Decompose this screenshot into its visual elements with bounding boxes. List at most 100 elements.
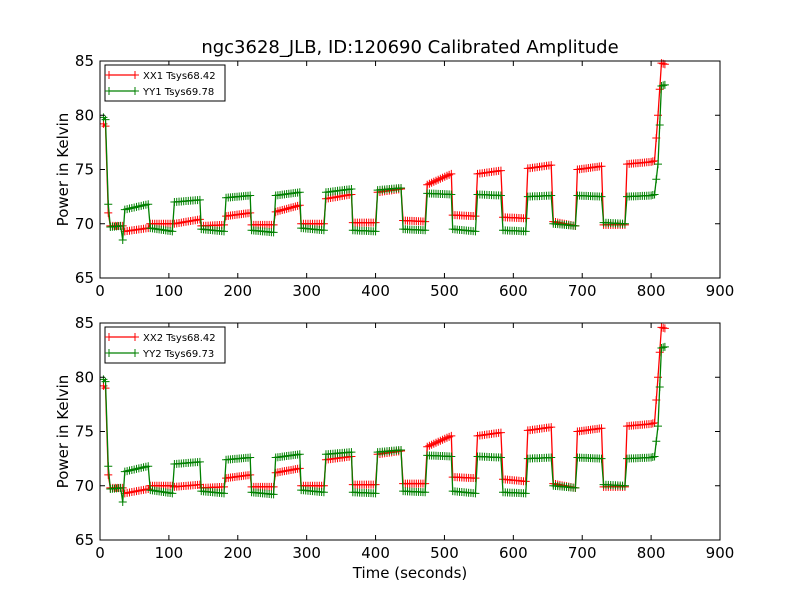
data-point-marker [195,195,204,204]
data-point-marker [471,227,480,236]
y-tick-label: 85 [75,314,94,332]
y-tick-label: 65 [75,531,94,549]
y-tick-label: 65 [75,269,94,287]
data-point-marker [652,175,661,184]
data-point-marker [101,115,110,124]
data-point-marker [654,422,662,431]
data-point-marker [195,457,204,466]
series-1 [100,323,669,498]
series-2 [100,80,669,245]
x-tick-label: 800 [637,282,666,300]
data-point-marker [496,191,505,200]
data-point-marker [647,191,656,200]
legend-label: YY2 Tsys69.73 [142,349,214,360]
data-point-marker [246,191,255,200]
data-point-marker [371,227,380,236]
data-point-marker [654,160,662,169]
legend-swatch-marker [105,333,139,341]
data-point-marker [220,227,228,236]
data-point-marker [571,483,580,492]
data-point-marker [397,183,406,192]
figure-title: ngc3628_JLB, ID:120690 Calibrated Amplit… [201,37,618,58]
data-point-marker [319,226,328,235]
data-point-marker [597,424,606,433]
data-point-marker [269,490,278,499]
x-tick-label: 400 [361,282,390,300]
y-axis-label: Power in Kelvin [54,113,72,227]
legend-label: YY1 Tsys69.78 [142,87,214,98]
data-point-marker [660,324,669,333]
data-point-marker [652,437,661,446]
x-tick-label: 200 [223,544,252,562]
data-point-marker [655,121,664,130]
data-point-marker [597,192,606,201]
x-tick-label: 700 [568,282,597,300]
x-tick-label: 0 [95,544,105,562]
x-tick-label: 900 [706,282,735,300]
data-point-marker [195,215,204,224]
data-point-marker [659,343,668,352]
x-tick-label: 100 [155,282,184,300]
data-point-marker [371,489,380,498]
data-point-marker [660,80,669,89]
data-point-marker [659,323,668,332]
legend-box [104,326,226,364]
y-tick-label: 70 [75,215,94,233]
x-tick-label: 600 [499,544,528,562]
data-point-marker [648,191,657,199]
series-2 [100,342,669,507]
y-tick-label: 75 [75,423,94,441]
data-point-marker [650,156,659,165]
data-point-marker [471,212,480,221]
data-point-marker [657,343,666,352]
data-point-marker [295,450,304,459]
data-point-marker [269,228,278,237]
legend-swatch-marker [105,349,139,357]
data-point-marker [447,190,456,199]
bottom-plot-panel: 0 100 200 300 400 500 600 700 800 900 65 70 75 80 85 Po… [54,314,734,562]
data-point-marker [655,383,664,392]
data-point-marker [597,454,606,463]
y-tick-label: 80 [75,368,94,386]
data-point-marker [660,342,669,351]
data-point-marker [660,60,669,69]
legend-label: XX2 Tsys68.42 [143,333,216,344]
data-point-marker [547,191,556,200]
data-point-marker [647,453,656,462]
y-tick-label: 70 [75,477,94,495]
legend-swatch-marker [105,71,139,79]
data-point-marker [496,166,505,175]
y-axis-label: Power in Kelvin [54,375,72,489]
data-point-marker [597,162,606,171]
series-group [100,59,669,245]
x-tick-label: 100 [155,544,184,562]
data-point-marker [118,236,127,245]
data-point-marker [647,157,656,166]
x-tick-label: 300 [292,544,321,562]
data-point-marker [447,452,456,461]
x-tick-label: 300 [292,282,321,300]
data-point-marker [116,221,125,230]
y-tick-label: 75 [75,161,94,179]
data-point-marker [447,431,456,440]
top-plot-panel: 0 100 200 300 400 500 600 700 800 900 65 70 75 80 85 Po… [54,52,734,300]
legend: XX1 Tsys68.42 YY1 Tsys69.78 [104,64,226,102]
data-point-marker [571,221,580,230]
data-point-marker [144,200,153,209]
x-tick-label: 600 [499,282,528,300]
x-tick-label: 500 [430,544,459,562]
data-point-marker [116,483,125,492]
data-point-marker [657,323,666,332]
legend-swatch-marker [105,87,139,95]
data-point-marker [655,348,664,357]
data-point-marker [319,488,328,497]
data-point-marker [547,423,556,432]
data-point-marker [347,448,356,457]
data-point-marker [620,219,629,228]
data-point-marker [471,489,480,498]
data-point-marker [246,453,255,462]
data-point-marker [104,200,113,209]
x-tick-label: 500 [430,282,459,300]
